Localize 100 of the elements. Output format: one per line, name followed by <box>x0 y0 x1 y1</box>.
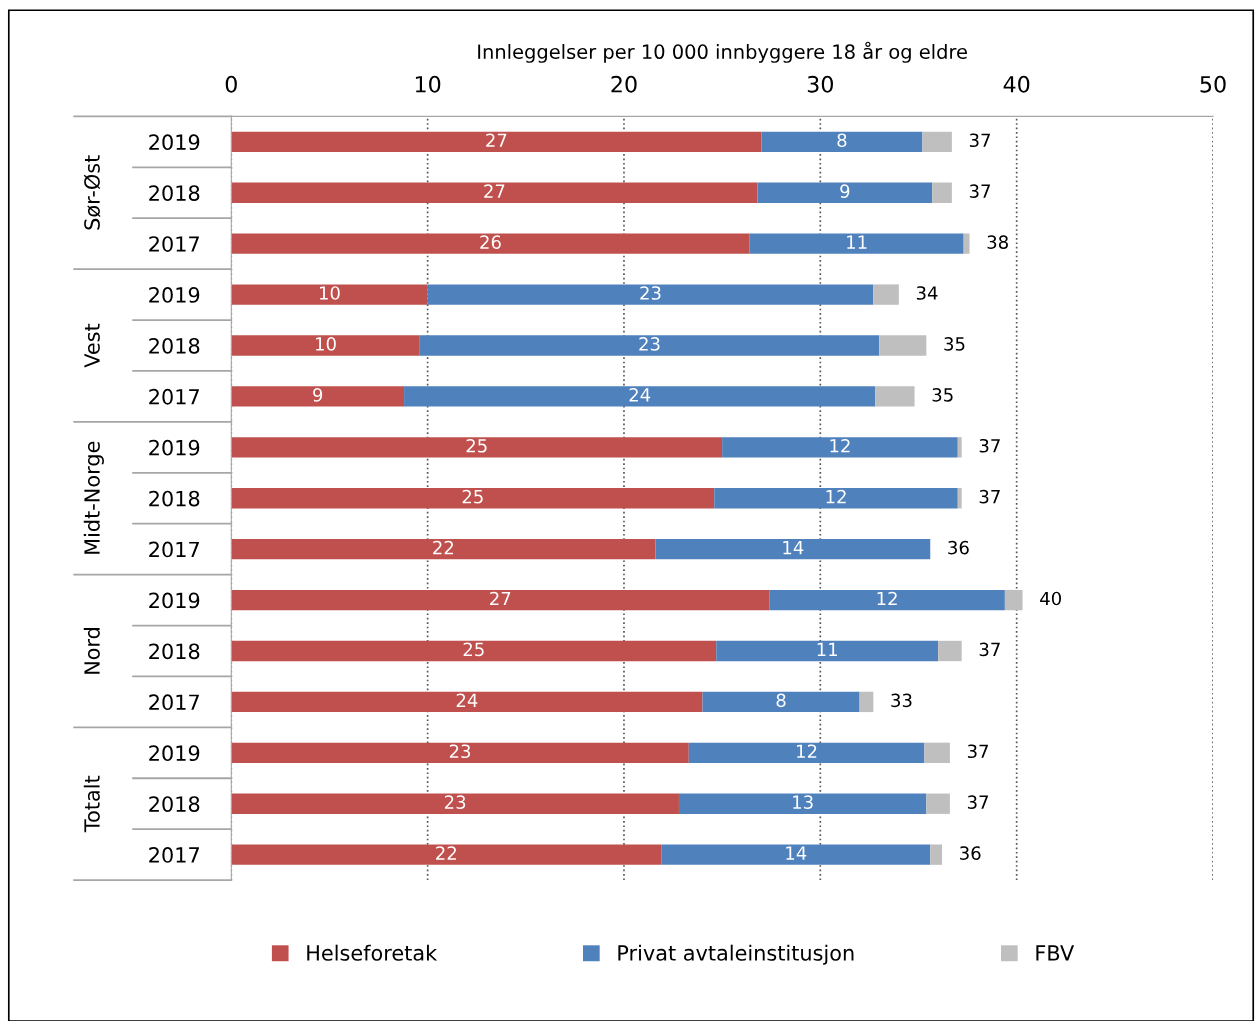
bar <box>655 538 931 560</box>
total-label: 36 <box>948 540 969 555</box>
bar <box>875 386 915 407</box>
x-tick-label: 40 <box>1003 75 1030 93</box>
data-label: 22 <box>436 846 456 860</box>
bar <box>231 488 715 509</box>
y-tick-label: 2018 <box>149 185 200 201</box>
text: Nord <box>83 628 100 674</box>
y-tick-label: 2019 <box>149 592 200 609</box>
data-label: 11 <box>847 235 867 249</box>
y-tick-label: 2019 <box>149 745 200 762</box>
bar <box>231 589 770 611</box>
data-label: 23 <box>640 286 661 300</box>
y-tick-label: 2017 <box>149 847 199 863</box>
data-label: 12 <box>877 591 897 606</box>
bar <box>231 233 750 254</box>
data-label: 9 <box>840 184 850 198</box>
y-tick-label: 2017 <box>149 541 199 558</box>
data-label: 13 <box>793 795 813 809</box>
bar <box>722 437 958 458</box>
total-label: 37 <box>967 744 988 759</box>
bar <box>678 793 927 814</box>
total-label: 35 <box>944 337 965 351</box>
data-label: 25 <box>463 642 484 657</box>
legend-label: Helseforetak <box>307 944 438 961</box>
bar <box>879 335 927 356</box>
data-label: 12 <box>826 489 846 504</box>
data-label: 23 <box>449 744 471 759</box>
data-label: 12 <box>830 438 850 453</box>
data-label: 27 <box>490 591 511 606</box>
y-tick-label: 2019 <box>149 134 200 151</box>
data-label: 9 <box>313 388 323 402</box>
data-label: 27 <box>484 184 505 198</box>
bar <box>231 437 723 458</box>
bar <box>873 284 899 305</box>
total-label: 35 <box>932 388 953 402</box>
bar <box>714 488 958 509</box>
data-label: 12 <box>797 744 817 758</box>
bar <box>231 131 762 153</box>
bar <box>427 284 874 305</box>
bar <box>1004 589 1023 611</box>
total-label: 37 <box>967 795 988 809</box>
bar <box>769 589 1005 611</box>
bar <box>926 793 950 814</box>
total-label: 36 <box>960 846 981 860</box>
y-tick-label: 2017 <box>149 694 199 711</box>
total-label: 33 <box>891 693 912 708</box>
bar <box>957 437 962 458</box>
bar <box>922 131 952 153</box>
bar <box>231 640 717 662</box>
bar <box>716 640 939 662</box>
data-label: 24 <box>456 693 478 707</box>
data-label: 25 <box>462 489 483 504</box>
data-label: 8 <box>837 133 847 148</box>
y-tick-label: 2018 <box>149 490 200 507</box>
bar <box>231 335 420 356</box>
data-label: 8 <box>776 693 786 708</box>
bar <box>231 182 758 203</box>
total-label: 38 <box>987 235 1008 249</box>
bar <box>702 691 860 713</box>
bar <box>930 844 943 865</box>
y-tick-label: 2017 <box>149 236 199 252</box>
data-label: 14 <box>786 846 807 860</box>
text: Vest <box>84 323 100 368</box>
bar <box>761 131 923 153</box>
data-label: 23 <box>444 795 466 809</box>
total-label: 37 <box>969 133 990 148</box>
bar <box>661 844 931 865</box>
y-tick-label: 2019 <box>149 287 200 303</box>
y-tick-label: 2018 <box>149 643 200 660</box>
bar <box>957 488 962 509</box>
data-label: 27 <box>486 133 507 147</box>
bar <box>231 742 689 763</box>
bar <box>231 793 679 814</box>
total-label: 37 <box>979 489 1000 504</box>
bar <box>963 233 970 254</box>
data-label: 10 <box>316 337 336 351</box>
total-label: 34 <box>916 286 938 300</box>
bar <box>749 233 964 254</box>
y-tick-label: 2019 <box>149 439 200 456</box>
bar <box>938 640 962 662</box>
data-label: 10 <box>319 286 340 300</box>
text: Sør-Øst <box>83 155 101 230</box>
x-tick-label: 10 <box>415 75 441 93</box>
x-tick-label: 20 <box>611 75 637 93</box>
bar <box>757 182 933 203</box>
bar <box>404 386 876 407</box>
data-label: 14 <box>783 540 804 555</box>
data-label: 23 <box>639 337 660 351</box>
text: Midt-Norge <box>83 441 104 554</box>
bar <box>688 742 925 763</box>
bar <box>231 386 405 407</box>
legend-label: Privat avtaleinstitusjon <box>618 944 854 965</box>
text: Totalt <box>83 775 100 833</box>
total-label: 40 <box>1040 591 1061 606</box>
total-label: 37 <box>969 184 990 198</box>
data-label: 24 <box>629 388 651 402</box>
data-label: 25 <box>466 438 487 453</box>
total-label: 37 <box>979 642 1000 657</box>
x-tick-label: 0 <box>225 75 237 93</box>
